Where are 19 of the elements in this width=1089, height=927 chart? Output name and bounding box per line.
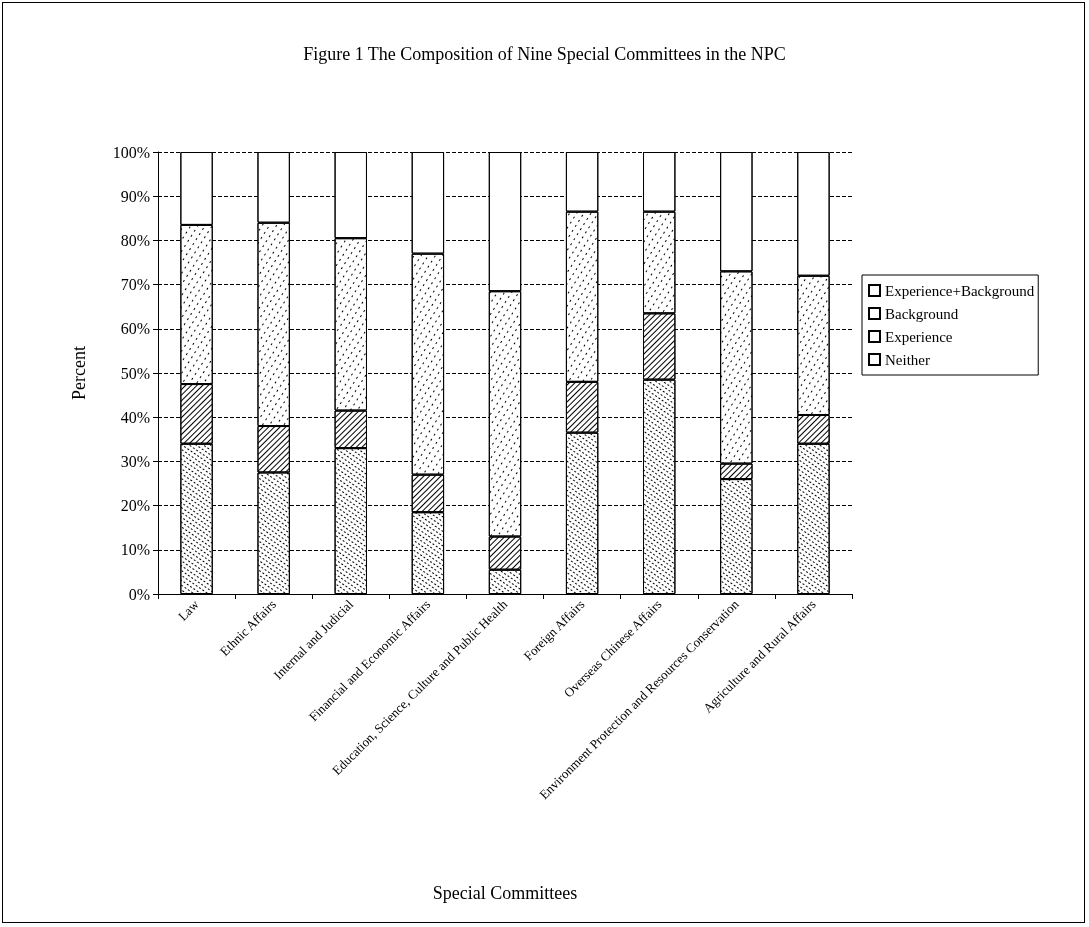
legend-label: Experience+Background [885,282,1035,299]
chart-title: Figure 1 The Composition of Nine Special Committees in the NPC [303,44,786,64]
x-axis-title: Special Committees [432,883,578,903]
y-tick-label: 60% [120,320,150,338]
y-tick-label: 80% [120,231,150,249]
y-tick-label: 70% [120,276,150,294]
y-tick-label: 40% [120,408,150,426]
y-tick-label: 100% [112,143,150,161]
x-tick-label: Law [174,596,203,624]
y-tick-label: 20% [120,497,150,515]
legend-label: Experience [885,328,953,345]
y-tick-label: 30% [120,452,150,470]
y-tick-label: 0% [128,585,150,603]
legend-label: Neither [885,351,930,368]
y-tick-label: 10% [120,541,150,559]
legend-label: Background [885,305,959,322]
y-tick-label: 50% [120,364,150,382]
y-tick-label: 90% [120,187,150,205]
y-axis-title: Percent [69,346,89,400]
